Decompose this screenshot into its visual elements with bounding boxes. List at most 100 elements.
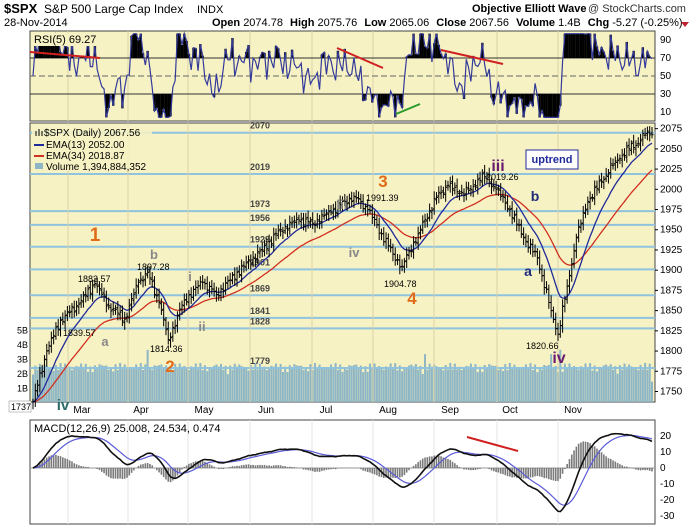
volume-bar bbox=[43, 364, 46, 402]
volume-bar bbox=[199, 363, 202, 402]
symbol-title: $SPX bbox=[4, 1, 38, 16]
ema34-line bbox=[32, 169, 653, 403]
volume-bar bbox=[531, 369, 534, 402]
price-tick-label: 1825 bbox=[660, 326, 683, 337]
rsi-tick-label: 10 bbox=[660, 107, 672, 118]
volume-bar bbox=[77, 366, 80, 402]
volume-bar bbox=[236, 366, 239, 402]
wave-label: a bbox=[101, 334, 109, 349]
volume-bar bbox=[302, 369, 305, 402]
volume-bar bbox=[529, 363, 532, 402]
macd-label: MACD(12,26,9) 25.008, 24.534, 0.474 bbox=[34, 423, 221, 435]
level-label: 1929 bbox=[250, 235, 270, 245]
volume-bar bbox=[552, 367, 555, 402]
volume-bar bbox=[68, 366, 71, 402]
volume-bar bbox=[160, 364, 163, 402]
volume-bar bbox=[449, 362, 452, 402]
volume-bar bbox=[550, 354, 553, 402]
volume-bar bbox=[270, 365, 273, 402]
macd-tick-label: -20 bbox=[660, 495, 675, 506]
volume-bar bbox=[524, 364, 527, 402]
volume-bar bbox=[171, 371, 174, 402]
volume-bar bbox=[355, 364, 358, 402]
macd-tick-label: 20 bbox=[660, 431, 672, 442]
rsi-label: RSI(5) 69.27 bbox=[34, 34, 96, 46]
volume-bar bbox=[61, 369, 64, 402]
price-label-1839: 1839.57 bbox=[63, 328, 96, 338]
volume-tick-label: 4B bbox=[17, 340, 28, 350]
legend-spx: $SPX (Daily) 2067.56 bbox=[44, 128, 141, 139]
volume-bar bbox=[474, 364, 477, 402]
volume-bar bbox=[398, 365, 401, 402]
volume-bar bbox=[595, 371, 598, 402]
price-tick-label: 1800 bbox=[660, 346, 683, 357]
volume-bar bbox=[215, 364, 218, 402]
volume-bar bbox=[437, 367, 440, 402]
legend-volume-swatch bbox=[35, 163, 43, 169]
volume-tick-label: 5B bbox=[17, 326, 28, 336]
level-label: 2070 bbox=[250, 121, 270, 131]
volume-bar bbox=[155, 365, 158, 402]
price-tick-label: 1950 bbox=[660, 225, 683, 236]
volume-bar bbox=[293, 364, 296, 402]
volume-bar bbox=[224, 365, 227, 402]
open-label: Open bbox=[212, 17, 240, 29]
volume-bar bbox=[651, 381, 653, 402]
volume-bar bbox=[153, 365, 156, 402]
wave-label: iii bbox=[491, 158, 504, 175]
volume-bar bbox=[589, 363, 592, 402]
volume-bar bbox=[238, 364, 241, 402]
volume-bar bbox=[332, 367, 335, 402]
volume-bar bbox=[210, 367, 213, 402]
volume-bar bbox=[300, 365, 303, 402]
volume-bar bbox=[518, 368, 521, 402]
volume-bar bbox=[501, 370, 504, 402]
volume-bar bbox=[602, 365, 605, 402]
volume-bar bbox=[618, 365, 621, 402]
low-label: Low bbox=[364, 17, 386, 29]
volume-bar bbox=[93, 365, 96, 402]
volume-bar bbox=[219, 363, 222, 402]
volume-bar bbox=[132, 368, 135, 402]
volume-bar bbox=[137, 367, 140, 402]
volume-bar bbox=[495, 365, 498, 402]
price-tick-label: 1925 bbox=[660, 245, 683, 256]
month-label: Aug bbox=[379, 405, 397, 416]
open-value: 2074.78 bbox=[243, 17, 283, 29]
month-label: Oct bbox=[502, 405, 518, 416]
volume-bar bbox=[646, 369, 649, 402]
volume-bar bbox=[151, 369, 154, 402]
volume-bar bbox=[412, 366, 415, 402]
volume-bar bbox=[75, 365, 78, 402]
volume-bar bbox=[511, 368, 514, 402]
rsi-tick-label: 50 bbox=[660, 71, 672, 82]
volume-bar bbox=[614, 366, 617, 402]
volume-bar bbox=[453, 363, 456, 402]
volume-bar bbox=[119, 363, 122, 402]
volume-bar bbox=[476, 371, 479, 402]
volume-bar bbox=[295, 365, 298, 402]
volume-bar bbox=[628, 364, 631, 402]
rsi-tick-label: 30 bbox=[660, 89, 672, 100]
volume-bar bbox=[430, 366, 433, 402]
copyright-label: @ StockCharts.com bbox=[588, 3, 686, 15]
volume-bar bbox=[426, 369, 429, 402]
macd-line bbox=[32, 432, 653, 513]
volume-bar bbox=[472, 368, 475, 402]
legend-ema13: EMA(13) 2052.00 bbox=[46, 140, 125, 151]
volume-bar bbox=[66, 368, 69, 402]
volume-bar bbox=[41, 366, 44, 402]
site-label: Objective Elliott Wave bbox=[472, 3, 587, 15]
month-label: Mar bbox=[73, 405, 91, 416]
volume-bar bbox=[639, 364, 642, 402]
volume-bar bbox=[158, 365, 161, 402]
volume-bar bbox=[346, 369, 349, 402]
volume-bar bbox=[616, 373, 619, 402]
volume-bar bbox=[554, 365, 557, 402]
macd-panel-bg bbox=[29, 419, 656, 525]
volume-bar bbox=[497, 369, 500, 402]
level-label: 1841 bbox=[250, 306, 270, 316]
volume-bar bbox=[371, 368, 374, 402]
volume-bar bbox=[405, 367, 408, 402]
volume-bar bbox=[98, 364, 101, 402]
